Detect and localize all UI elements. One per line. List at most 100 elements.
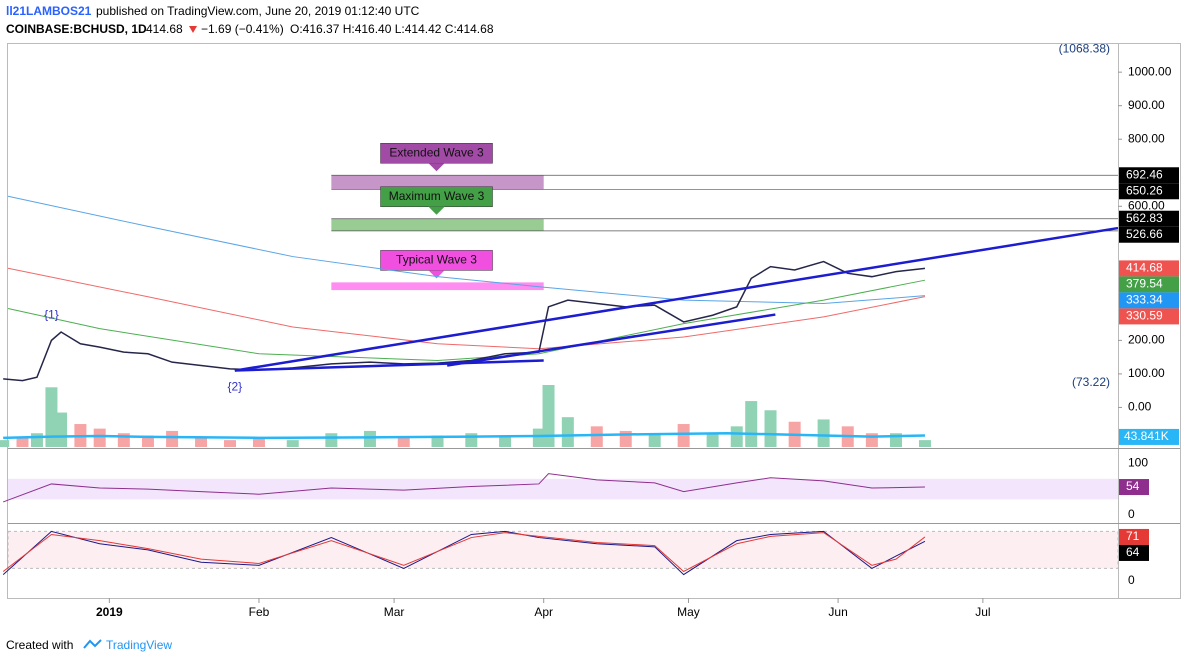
volume-tag-label: 43.841K bbox=[1124, 429, 1169, 443]
y-tick-label: 600.00 bbox=[1128, 198, 1165, 212]
x-tick-label: 2019 bbox=[96, 605, 123, 619]
volume-bar bbox=[465, 433, 478, 447]
volume-bar bbox=[397, 436, 410, 447]
y-tick-label: 100.00 bbox=[1128, 366, 1165, 380]
stoch-tag-label: 71 bbox=[1126, 529, 1140, 543]
price-tag bbox=[1119, 308, 1179, 325]
volume-bar bbox=[117, 433, 130, 447]
volume-bar bbox=[45, 387, 58, 447]
zone-tag-arrow bbox=[428, 206, 445, 215]
volume-bar bbox=[0, 440, 10, 447]
y-tick-label: 0.00 bbox=[1128, 400, 1152, 414]
volume-bar bbox=[764, 410, 777, 447]
volume-bar bbox=[706, 433, 719, 447]
trendline bbox=[446, 313, 776, 367]
rsi-tick: 0 bbox=[1128, 507, 1135, 521]
stoch-band bbox=[7, 530, 1119, 569]
price-tag bbox=[1119, 292, 1179, 309]
volume-ma bbox=[3, 431, 925, 440]
volume-bar bbox=[55, 412, 68, 447]
stoch-tag-label: 64 bbox=[1126, 545, 1140, 559]
volume-bar bbox=[363, 430, 376, 447]
price-tag-label: 650.26 bbox=[1126, 183, 1163, 197]
zone-tag-arrow bbox=[428, 270, 445, 279]
footer-created: Created with bbox=[6, 638, 73, 652]
zone-label: Extended Wave 3 bbox=[389, 145, 484, 159]
volume-bar bbox=[499, 435, 512, 447]
price-tag-label: 379.54 bbox=[1126, 277, 1163, 291]
x-tick-label: May bbox=[677, 605, 700, 619]
volume-bar bbox=[730, 426, 743, 447]
volume-bar bbox=[865, 433, 878, 447]
price-tag bbox=[1119, 276, 1179, 293]
price-tag bbox=[1119, 260, 1179, 277]
rsi-line bbox=[2, 473, 925, 503]
price-tag bbox=[1119, 183, 1179, 200]
rsi-tick: 100 bbox=[1128, 456, 1148, 470]
change: −1.69 (−0.41%) bbox=[201, 22, 284, 36]
price-tag bbox=[1119, 226, 1179, 243]
x-tick-label: Jul bbox=[975, 605, 990, 619]
volume-bar bbox=[224, 440, 236, 447]
volume-bar bbox=[431, 435, 444, 447]
last: 414.68 bbox=[146, 22, 183, 36]
price-tag-label: 330.59 bbox=[1126, 309, 1163, 323]
wave-label: {2} bbox=[227, 379, 242, 393]
price-tag-label: 333.34 bbox=[1126, 293, 1163, 307]
volume-bar bbox=[817, 419, 830, 447]
down-arrow bbox=[189, 26, 197, 33]
price-tag-label: 692.46 bbox=[1126, 167, 1163, 181]
trendline bbox=[234, 226, 1119, 372]
volume-bar bbox=[30, 433, 43, 447]
footer-brand[interactable]: TradingView bbox=[106, 638, 172, 652]
volume-bar bbox=[141, 435, 154, 447]
volume-bar bbox=[166, 430, 179, 447]
volume-bar bbox=[286, 440, 299, 447]
rsi-tag-label: 54 bbox=[1126, 479, 1140, 493]
y-tick-label: 1000.00 bbox=[1128, 64, 1172, 78]
author[interactable]: ll21LAMBOS21 bbox=[6, 4, 92, 18]
volume-bar bbox=[16, 437, 29, 447]
published: published on TradingView.com, June 20, 2… bbox=[96, 4, 420, 18]
volume-bar bbox=[918, 440, 931, 447]
x-tick-label: Apr bbox=[534, 605, 553, 619]
stoch-tick: 0 bbox=[1128, 573, 1135, 587]
zone-tag-arrow bbox=[428, 163, 445, 172]
volume-bar bbox=[648, 433, 661, 447]
price-tag bbox=[1119, 167, 1179, 184]
stoch-tag bbox=[1119, 544, 1149, 561]
volume-bar bbox=[252, 438, 265, 447]
frame bbox=[7, 43, 1181, 599]
y-tick-label: 200.00 bbox=[1128, 333, 1165, 347]
hi-lo-label: (1068.38) bbox=[1059, 41, 1110, 55]
ohlc: O:416.37 H:416.40 L:414.42 C:414.68 bbox=[290, 22, 494, 36]
moving-average bbox=[7, 267, 926, 350]
volume-bar bbox=[677, 424, 690, 447]
volume-tag bbox=[1119, 428, 1179, 445]
volume-bar bbox=[325, 433, 338, 447]
rsi-band bbox=[8, 478, 1118, 500]
price-tag-label: 414.68 bbox=[1126, 261, 1163, 275]
wave-label: {1} bbox=[44, 307, 59, 321]
volume-bar bbox=[532, 428, 545, 447]
volume-bar bbox=[590, 426, 603, 447]
stoch-tag bbox=[1119, 528, 1149, 545]
zone bbox=[331, 218, 544, 231]
symbol: COINBASE:BCHUSD, 1D bbox=[6, 22, 147, 36]
zone bbox=[331, 282, 544, 291]
zone-label: Maximum Wave 3 bbox=[389, 189, 485, 203]
moving-average bbox=[7, 195, 925, 304]
volume-bar bbox=[745, 401, 758, 447]
moving-average bbox=[7, 279, 926, 361]
x-tick-label: Mar bbox=[384, 605, 405, 619]
volume-bar bbox=[195, 437, 208, 447]
zone bbox=[331, 175, 544, 190]
rsi-tag bbox=[1119, 479, 1149, 496]
logo bbox=[83, 639, 102, 649]
x-tick-label: Feb bbox=[249, 605, 270, 619]
price-tag-label: 562.83 bbox=[1126, 211, 1163, 225]
x-tick-label: Jun bbox=[828, 605, 847, 619]
hi-lo-label: (73.22) bbox=[1072, 375, 1110, 389]
